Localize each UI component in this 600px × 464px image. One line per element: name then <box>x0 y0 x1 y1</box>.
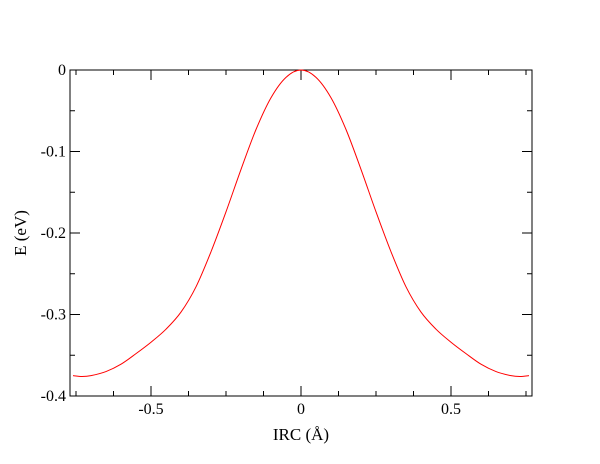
x-tick-label: -0.5 <box>138 401 163 418</box>
y-axis-label: E (eV) <box>11 210 30 256</box>
energy-curve-line <box>72 69 530 377</box>
y-tick-label: -0.4 <box>41 388 66 405</box>
y-tick-label: -0.1 <box>41 144 66 161</box>
y-tick-label: -0.2 <box>41 225 66 242</box>
x-axis-label: IRC (Å) <box>273 425 329 444</box>
x-tick-label: 0 <box>297 401 305 418</box>
plot-frame <box>69 69 533 397</box>
x-tick-label: 0.5 <box>441 401 461 418</box>
y-tick-label: 0 <box>58 62 66 79</box>
y-tick-label: -0.3 <box>41 307 66 324</box>
